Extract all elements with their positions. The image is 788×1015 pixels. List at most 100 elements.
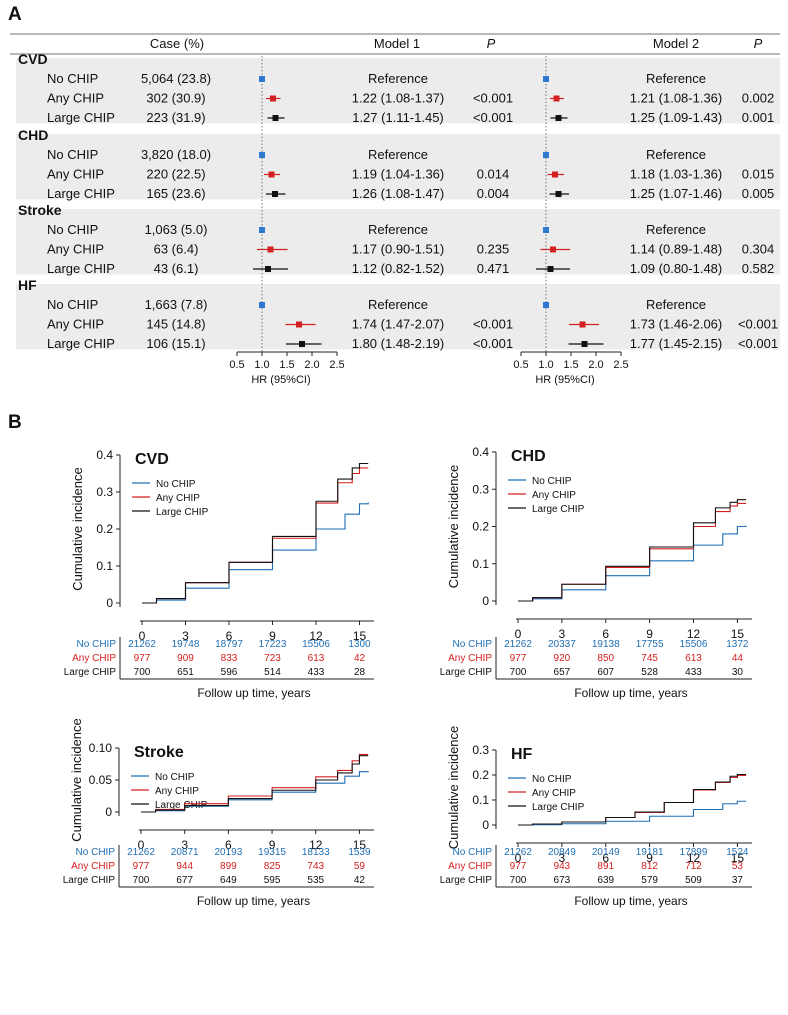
chart-title-chd: CHD (511, 448, 546, 465)
group-band-stroke (16, 209, 780, 275)
risk-count: 30 (732, 667, 744, 678)
row-model2: Reference (646, 147, 706, 162)
row-label: No CHIP (47, 147, 98, 162)
risk-row-label: Any CHIP (72, 653, 116, 664)
row-case: 220 (22.5) (146, 167, 205, 182)
risk-count: 20337 (548, 639, 576, 650)
hr-marker-model1 (265, 266, 271, 272)
risk-row-large-chip: Large CHIP 700 657 607 528 433 30 (440, 667, 744, 678)
row-p1: 0.014 (477, 167, 510, 182)
row-label: Large CHIP (47, 186, 115, 201)
chart-title-stroke: Stroke (134, 744, 184, 761)
x-tick-label: 15 (731, 851, 745, 865)
row-model2: 1.14 (0.89-1.48) (630, 242, 723, 257)
x-tick-label: 15 (353, 838, 367, 852)
risk-row-label: Large CHIP (440, 667, 493, 678)
row-case: 1,663 (7.8) (145, 297, 208, 312)
x-tick-label: 9 (269, 838, 276, 852)
risk-count: 700 (134, 667, 151, 678)
y-tick-label: 0.3 (472, 482, 489, 496)
risk-count: 21262 (504, 847, 532, 858)
x-tick-label: 0 (139, 629, 146, 643)
x-tick-label: 3 (181, 838, 188, 852)
chart-title-hf: HF (511, 746, 533, 763)
x-tick-label: 15 (353, 629, 367, 643)
risk-count: 649 (220, 875, 237, 886)
risk-count: 607 (597, 667, 614, 678)
x-tick-label: 0 (515, 627, 522, 641)
series-line-large-chip (518, 499, 747, 602)
x-tick-label: 12 (687, 627, 701, 641)
row-p2: 0.304 (742, 242, 775, 257)
risk-row-any-chip: Any CHIP 977 944 899 825 743 59 (71, 861, 365, 872)
series-line-no-chip (518, 525, 747, 602)
row-p1: <0.001 (473, 110, 513, 125)
x-tick-label: 3 (182, 629, 189, 643)
y-tick-label: 0.3 (472, 743, 489, 757)
hr-marker-model2 (547, 266, 554, 272)
risk-row-any-chip: Any CHIP 977 943 891 812 712 53 (448, 861, 743, 872)
risk-row-no-chip: No CHIP 21262 19748 18797 17223 15506 1300 (77, 639, 372, 650)
forest-tick-label: 1.5 (563, 359, 578, 371)
risk-count: 433 (685, 667, 702, 678)
risk-row-label: No CHIP (453, 847, 493, 858)
series-line-any-chip (141, 753, 369, 813)
row-p2: 0.005 (742, 186, 775, 201)
risk-count: 19138 (592, 639, 620, 650)
x-tick-label: 12 (309, 838, 323, 852)
legend-label: Large CHIP (532, 504, 585, 515)
row-model1: 1.74 (1.47-2.07) (352, 317, 445, 332)
row-model2: 1.25 (1.07-1.46) (630, 186, 723, 201)
risk-row-no-chip: No CHIP 21262 20337 19138 17755 15506 1372 (453, 639, 749, 650)
chart-title-cvd: CVD (135, 451, 169, 468)
row-model1: Reference (368, 297, 428, 312)
risk-count: 977 (133, 861, 150, 872)
x-tick-label: 6 (226, 629, 233, 643)
y-axis-label: Cumulative incidence (70, 467, 85, 591)
row-model2: Reference (646, 297, 706, 312)
risk-count: 17755 (636, 639, 664, 650)
risk-count: 21262 (128, 639, 156, 650)
header-case: Case (%) (150, 36, 204, 51)
risk-count: 528 (641, 667, 658, 678)
risk-count: 745 (641, 653, 658, 664)
risk-count: 21262 (504, 639, 532, 650)
risk-count: 18133 (302, 847, 330, 858)
forest-axis-label: HR (95%CI) (535, 374, 594, 386)
hr-marker-model1 (272, 115, 279, 121)
row-case: 1,063 (5.0) (145, 222, 208, 237)
risk-count: 977 (510, 861, 527, 872)
hr-marker-model1 (270, 95, 276, 102)
row-model2: 1.73 (1.46-2.06) (630, 317, 723, 332)
row-p1: <0.001 (473, 317, 513, 332)
risk-row-label: Any CHIP (71, 861, 115, 872)
risk-count: 825 (264, 861, 281, 872)
row-model1: Reference (368, 147, 428, 162)
risk-count: 977 (134, 653, 151, 664)
x-tick-label: 9 (646, 851, 653, 865)
risk-count: 1539 (348, 847, 371, 858)
risk-count: 595 (264, 875, 281, 886)
row-model2: Reference (646, 71, 706, 86)
risk-count: 15506 (680, 639, 708, 650)
risk-count: 1300 (348, 639, 371, 650)
y-tick-label: 0.2 (472, 520, 489, 534)
risk-count: 700 (510, 667, 527, 678)
risk-count: 700 (133, 875, 150, 886)
risk-count: 677 (176, 875, 193, 886)
row-label: Large CHIP (47, 336, 115, 351)
x-tick-label: 12 (687, 851, 701, 865)
row-case: 63 (6.4) (154, 242, 199, 257)
risk-count: 21262 (127, 847, 155, 858)
risk-count: 37 (732, 875, 744, 886)
series-line-large-chip (141, 755, 369, 813)
group-name-hf: HF (18, 277, 37, 293)
row-p2: 0.001 (742, 110, 775, 125)
hr-marker-model1 (259, 227, 265, 233)
row-case: 106 (15.1) (146, 336, 205, 351)
risk-row-label: No CHIP (76, 847, 116, 858)
hr-marker-model2 (543, 76, 549, 82)
group-name-stroke: Stroke (18, 202, 62, 218)
hr-marker-model1 (296, 321, 302, 328)
risk-count: 42 (354, 653, 366, 664)
